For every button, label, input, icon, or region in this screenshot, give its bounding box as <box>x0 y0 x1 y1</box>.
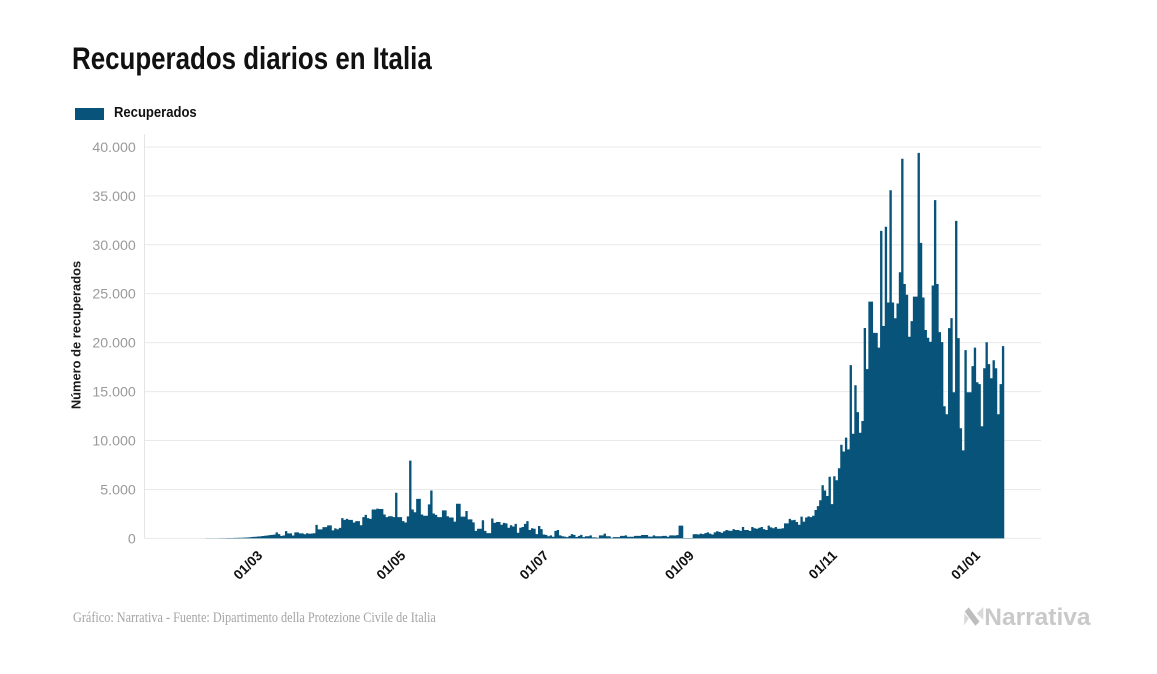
svg-text:25.000: 25.000 <box>92 287 136 303</box>
svg-text:20.000: 20.000 <box>92 336 136 352</box>
svg-text:5.000: 5.000 <box>100 482 136 498</box>
svg-text:0: 0 <box>128 531 136 547</box>
svg-text:15.000: 15.000 <box>92 385 136 401</box>
svg-text:10.000: 10.000 <box>92 434 136 450</box>
svg-text:40.000: 40.000 <box>92 140 136 156</box>
svg-text:01/11: 01/11 <box>806 548 841 583</box>
svg-text:Número de recuperados: Número de recuperados <box>68 261 83 409</box>
svg-text:01/01: 01/01 <box>948 548 983 583</box>
svg-text:35.000: 35.000 <box>92 189 136 205</box>
svg-text:01/07: 01/07 <box>517 548 552 583</box>
svg-text:30.000: 30.000 <box>92 238 136 254</box>
svg-text:01/05: 01/05 <box>374 548 409 583</box>
svg-text:01/03: 01/03 <box>231 548 266 583</box>
svg-text:01/09: 01/09 <box>662 548 697 583</box>
